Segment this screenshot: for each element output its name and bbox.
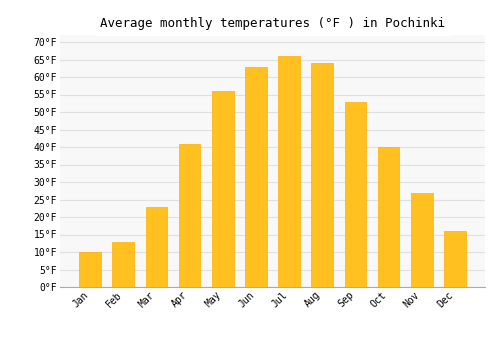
- Bar: [344, 102, 366, 287]
- Bar: [411, 193, 432, 287]
- Bar: [278, 56, 300, 287]
- Title: Average monthly temperatures (°F ) in Pochinki: Average monthly temperatures (°F ) in Po…: [100, 17, 445, 30]
- Bar: [444, 231, 466, 287]
- Bar: [212, 91, 234, 287]
- Bar: [112, 241, 134, 287]
- Bar: [312, 63, 333, 287]
- Bar: [378, 147, 400, 287]
- Bar: [179, 144, 201, 287]
- Bar: [245, 66, 266, 287]
- Bar: [146, 206, 167, 287]
- Bar: [80, 252, 101, 287]
